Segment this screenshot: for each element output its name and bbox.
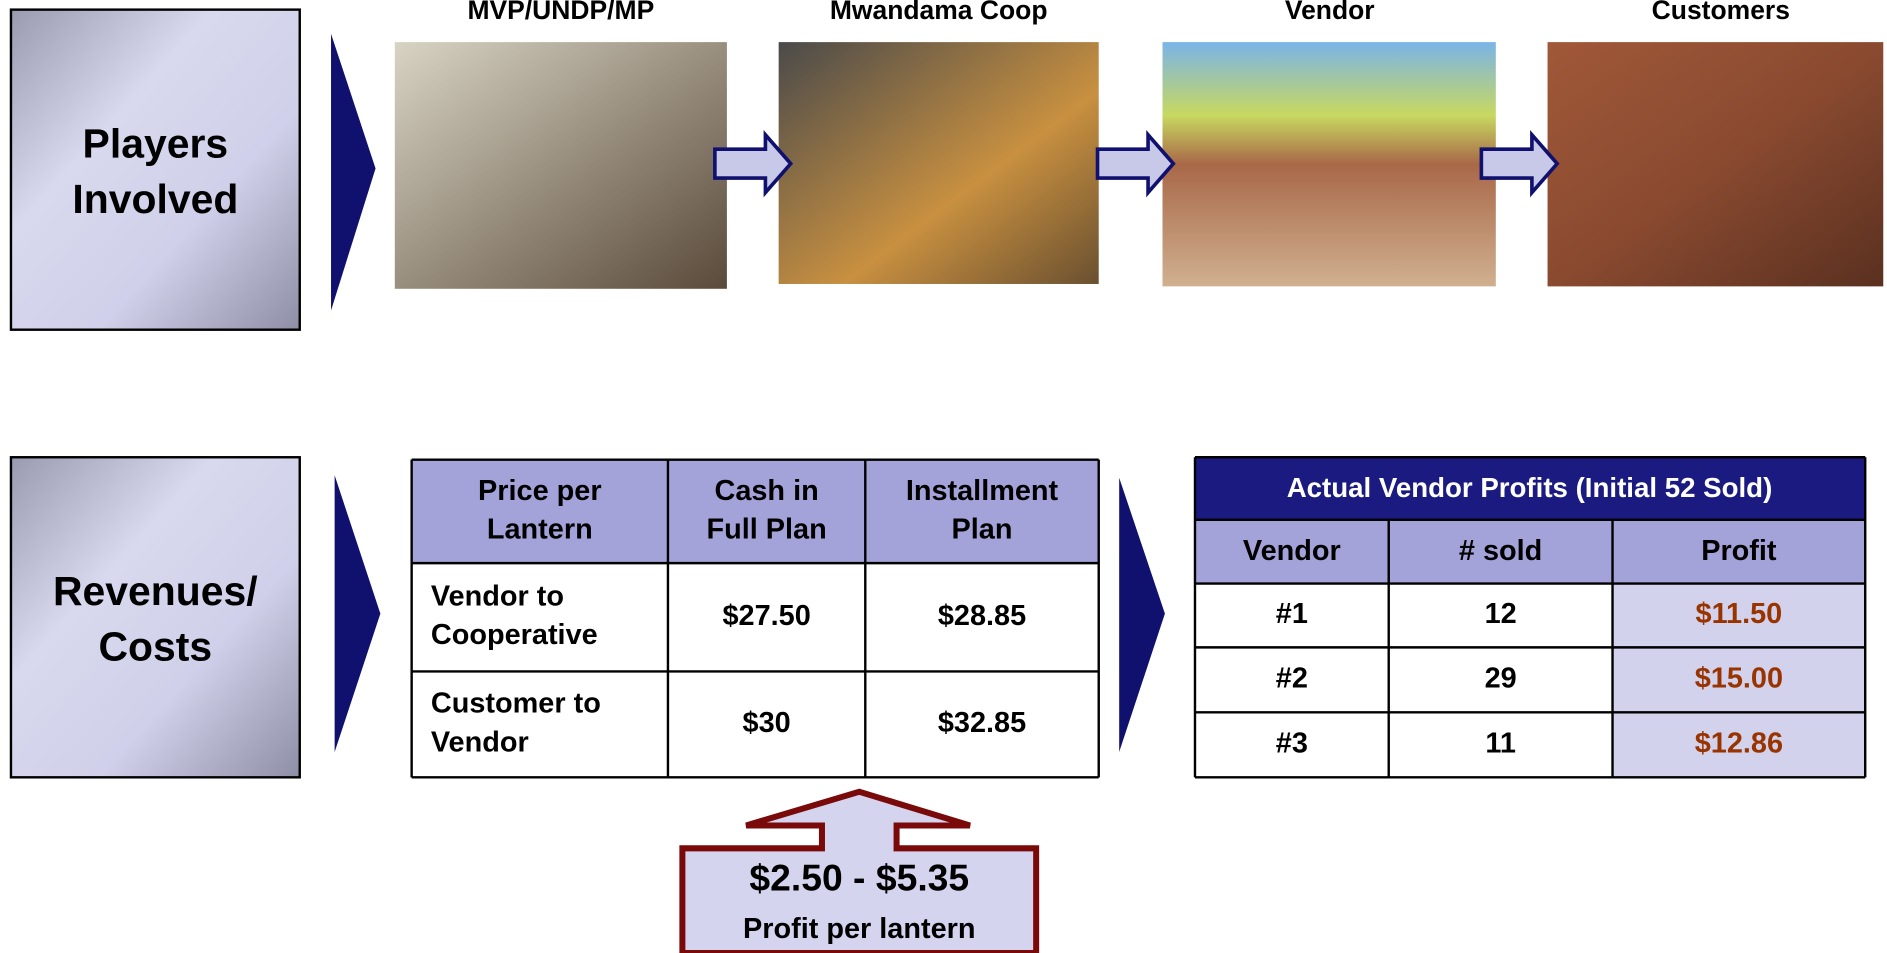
photo xyxy=(1548,42,1884,286)
section-label: Involved xyxy=(72,176,238,222)
section-label: Costs xyxy=(99,624,213,670)
table-cell: Cooperative xyxy=(431,619,598,651)
table-cell: 11 xyxy=(1485,727,1516,759)
table-header: Plan xyxy=(952,513,1013,545)
table-cell: $30 xyxy=(743,707,791,739)
player-label: Mwandama Coop xyxy=(830,0,1048,25)
table-header: Price per xyxy=(478,475,602,507)
table-header: # sold xyxy=(1459,535,1542,567)
arrow xyxy=(1119,478,1165,752)
table-title: Actual Vendor Profits (Initial 52 Sold) xyxy=(1287,472,1773,503)
table-header: Cash in xyxy=(714,475,818,507)
table-cell: #1 xyxy=(1276,598,1308,630)
table-body-bg xyxy=(1195,584,1613,778)
player-label: Vendor xyxy=(1285,0,1375,25)
callout-range: $2.50 - $5.35 xyxy=(749,857,969,899)
table-cell: $28.85 xyxy=(938,600,1026,632)
player-label: MVP/UNDP/MP xyxy=(467,0,654,25)
callout-label: Profit per lantern xyxy=(743,913,976,945)
table-cell: $32.85 xyxy=(938,707,1026,739)
photo xyxy=(395,42,727,289)
arrow xyxy=(331,34,376,311)
section-label: Players xyxy=(83,121,229,167)
revenues-box xyxy=(11,457,300,777)
table-header: Full Plan xyxy=(706,513,826,545)
table-cell: $11.50 xyxy=(1696,598,1783,630)
table-cell: #2 xyxy=(1276,662,1308,694)
table-cell: Customer to xyxy=(431,688,601,720)
table-cell: $27.50 xyxy=(722,600,810,632)
photo xyxy=(1162,42,1495,286)
photo xyxy=(779,42,1099,284)
table-header: Profit xyxy=(1701,535,1777,567)
section-label: Revenues/ xyxy=(53,568,258,614)
arrow xyxy=(335,475,381,752)
players-box xyxy=(11,10,300,330)
table-cell: #3 xyxy=(1276,727,1308,759)
player-label: Customers xyxy=(1652,0,1790,25)
table-header: Lantern xyxy=(487,513,593,545)
slide: Players Involved Revenues/Costs MVP/UNDP/MP… xyxy=(0,0,1887,953)
table-cell: $12.86 xyxy=(1695,727,1783,759)
table-header: Installment xyxy=(906,475,1059,507)
table-cell: Vendor to xyxy=(431,581,564,613)
table-cell: $15.00 xyxy=(1695,662,1783,694)
table-cell: 12 xyxy=(1485,598,1517,630)
table-header: Vendor xyxy=(1243,535,1341,567)
table-cell: Vendor xyxy=(431,726,529,758)
table-cell: 29 xyxy=(1485,662,1517,694)
